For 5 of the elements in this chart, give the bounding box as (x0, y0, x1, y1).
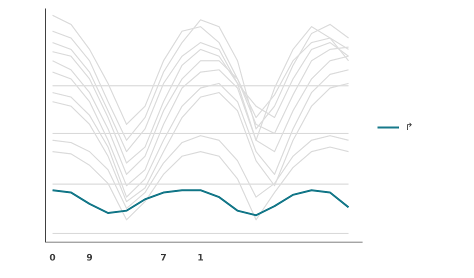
legend-label: ↱ (405, 122, 414, 132)
x-tick-label: 9 (86, 254, 93, 264)
x-tick-label: 7 (160, 254, 167, 264)
x-tick-label: 1 (197, 254, 204, 264)
x-tick-label: 0 (49, 254, 56, 264)
